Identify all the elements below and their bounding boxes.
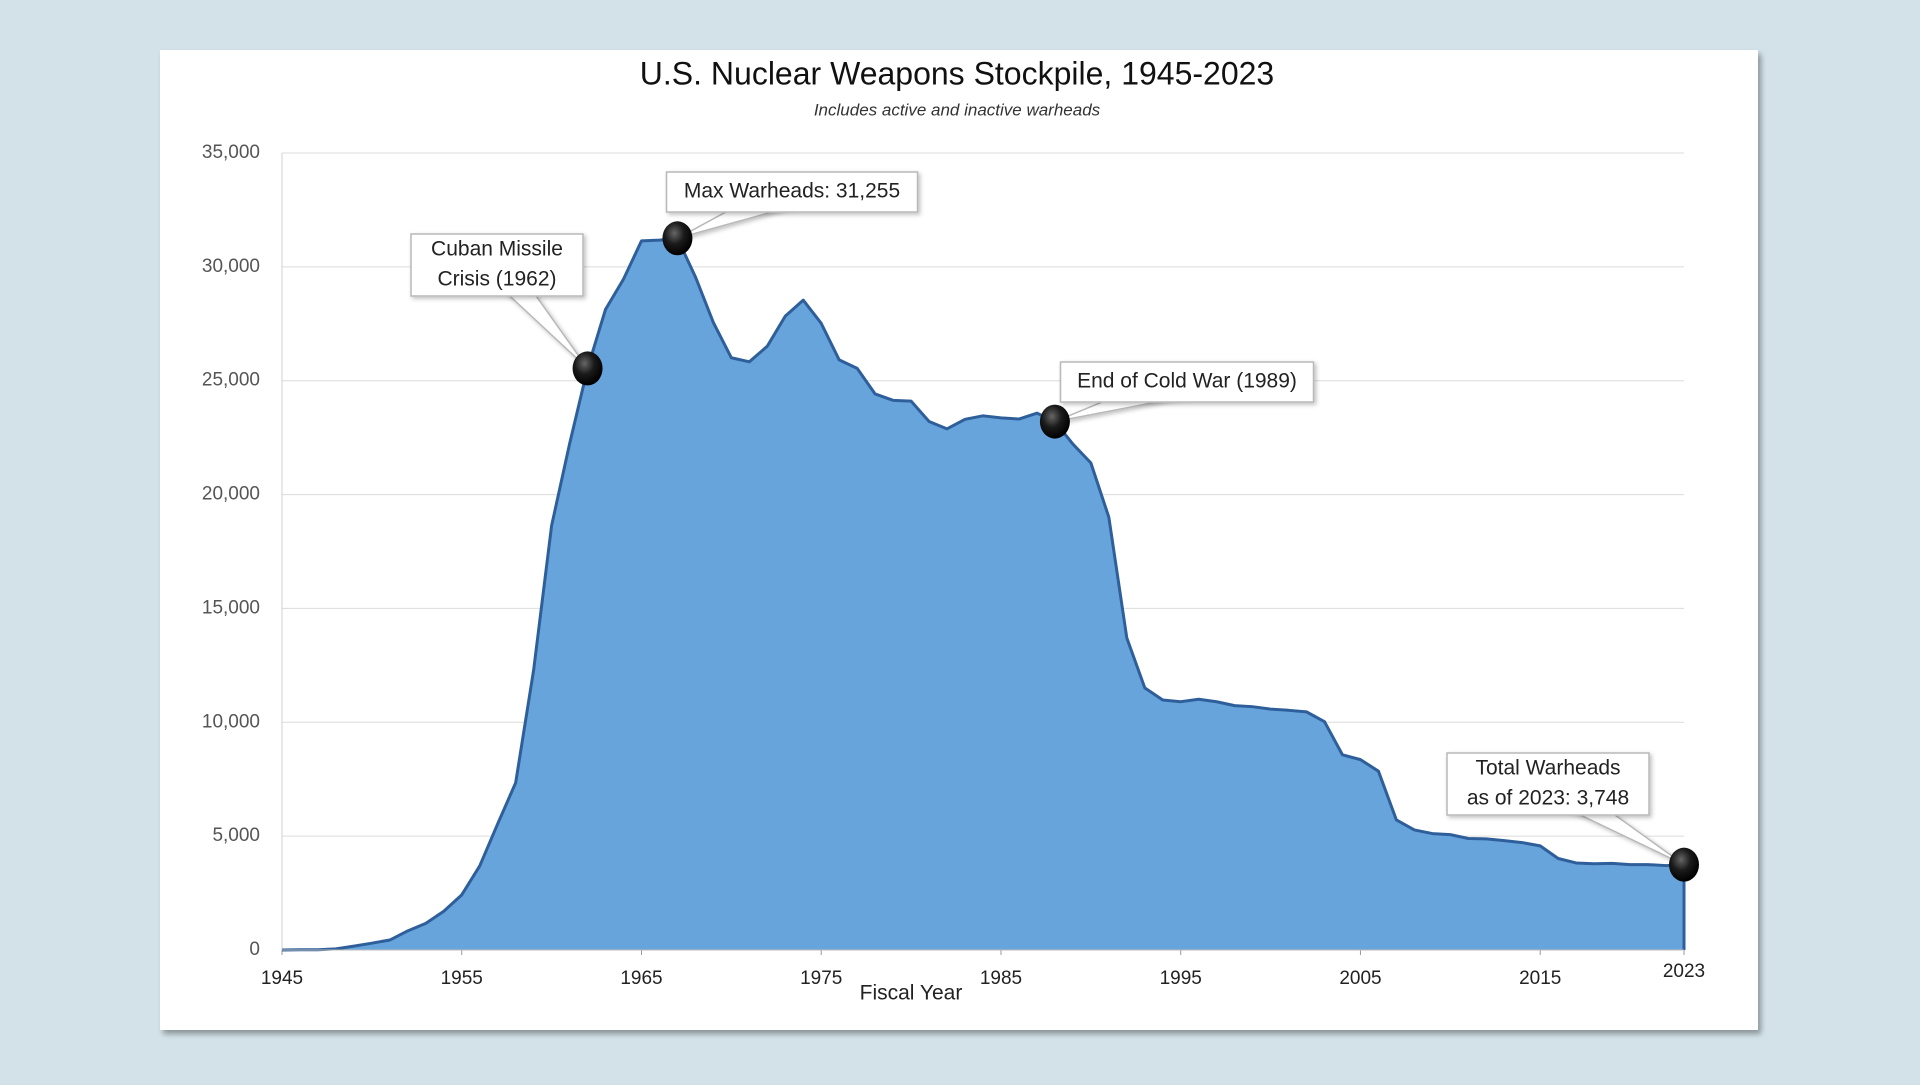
x-tick-label: 2023	[1663, 961, 1705, 982]
y-tick-label: 20,000	[202, 484, 260, 505]
x-tick-label: 1945	[261, 968, 303, 989]
x-tick-label: 1965	[620, 968, 662, 989]
area	[282, 238, 1684, 951]
callout: Total Warheads as of 2023: 3,748	[1446, 752, 1685, 866]
y-tick-label: 15,000	[202, 597, 260, 618]
x-tick-label: 1955	[441, 968, 483, 989]
chart-title: U.S. Nuclear Weapons Stockpile, 1945-202…	[640, 55, 1274, 91]
y-tick-label: 35,000	[202, 142, 260, 163]
marker	[1039, 404, 1070, 439]
y-tick-label: 25,000	[202, 370, 260, 391]
callout-text: Crisis (1962)	[437, 268, 556, 291]
y-tick-label: 10,000	[202, 711, 260, 732]
callout-text: Cuban Missile	[431, 238, 563, 261]
chart-subtitle: Includes active and inactive warheads	[814, 100, 1101, 119]
callout: Cuban Missile Crisis (1962)	[410, 233, 589, 369]
callout-text: as of 2023: 3,748	[1467, 787, 1629, 810]
callout-cover	[412, 235, 582, 295]
callout-cover	[1061, 363, 1313, 401]
callout-text: Max Warheads: 31,255	[684, 180, 900, 203]
callout: End of Cold War (1989)	[1054, 361, 1315, 423]
y-tick-label: 30,000	[202, 256, 260, 277]
callout-text: Total Warheads	[1475, 757, 1620, 780]
x-axis-title: Fiscal Year	[860, 982, 963, 1005]
area-line	[281, 236, 1686, 952]
y-tick-label: 0	[249, 939, 260, 960]
callout-text: End of Cold War (1989)	[1077, 370, 1297, 393]
marker	[1669, 847, 1699, 882]
x-tick-label: 1985	[980, 968, 1022, 989]
marker	[572, 351, 603, 386]
x-tick-label: 2005	[1339, 968, 1381, 989]
callout-cover	[1448, 754, 1648, 814]
y-tick-label: 5,000	[212, 825, 260, 846]
x-tick-label: 2015	[1519, 968, 1561, 989]
marker	[662, 221, 693, 256]
x-tick-label: 1975	[800, 968, 842, 989]
callout-cover	[667, 173, 917, 211]
callout: Max Warheads: 31,255	[665, 171, 919, 240]
x-tick-label: 1995	[1160, 968, 1202, 989]
